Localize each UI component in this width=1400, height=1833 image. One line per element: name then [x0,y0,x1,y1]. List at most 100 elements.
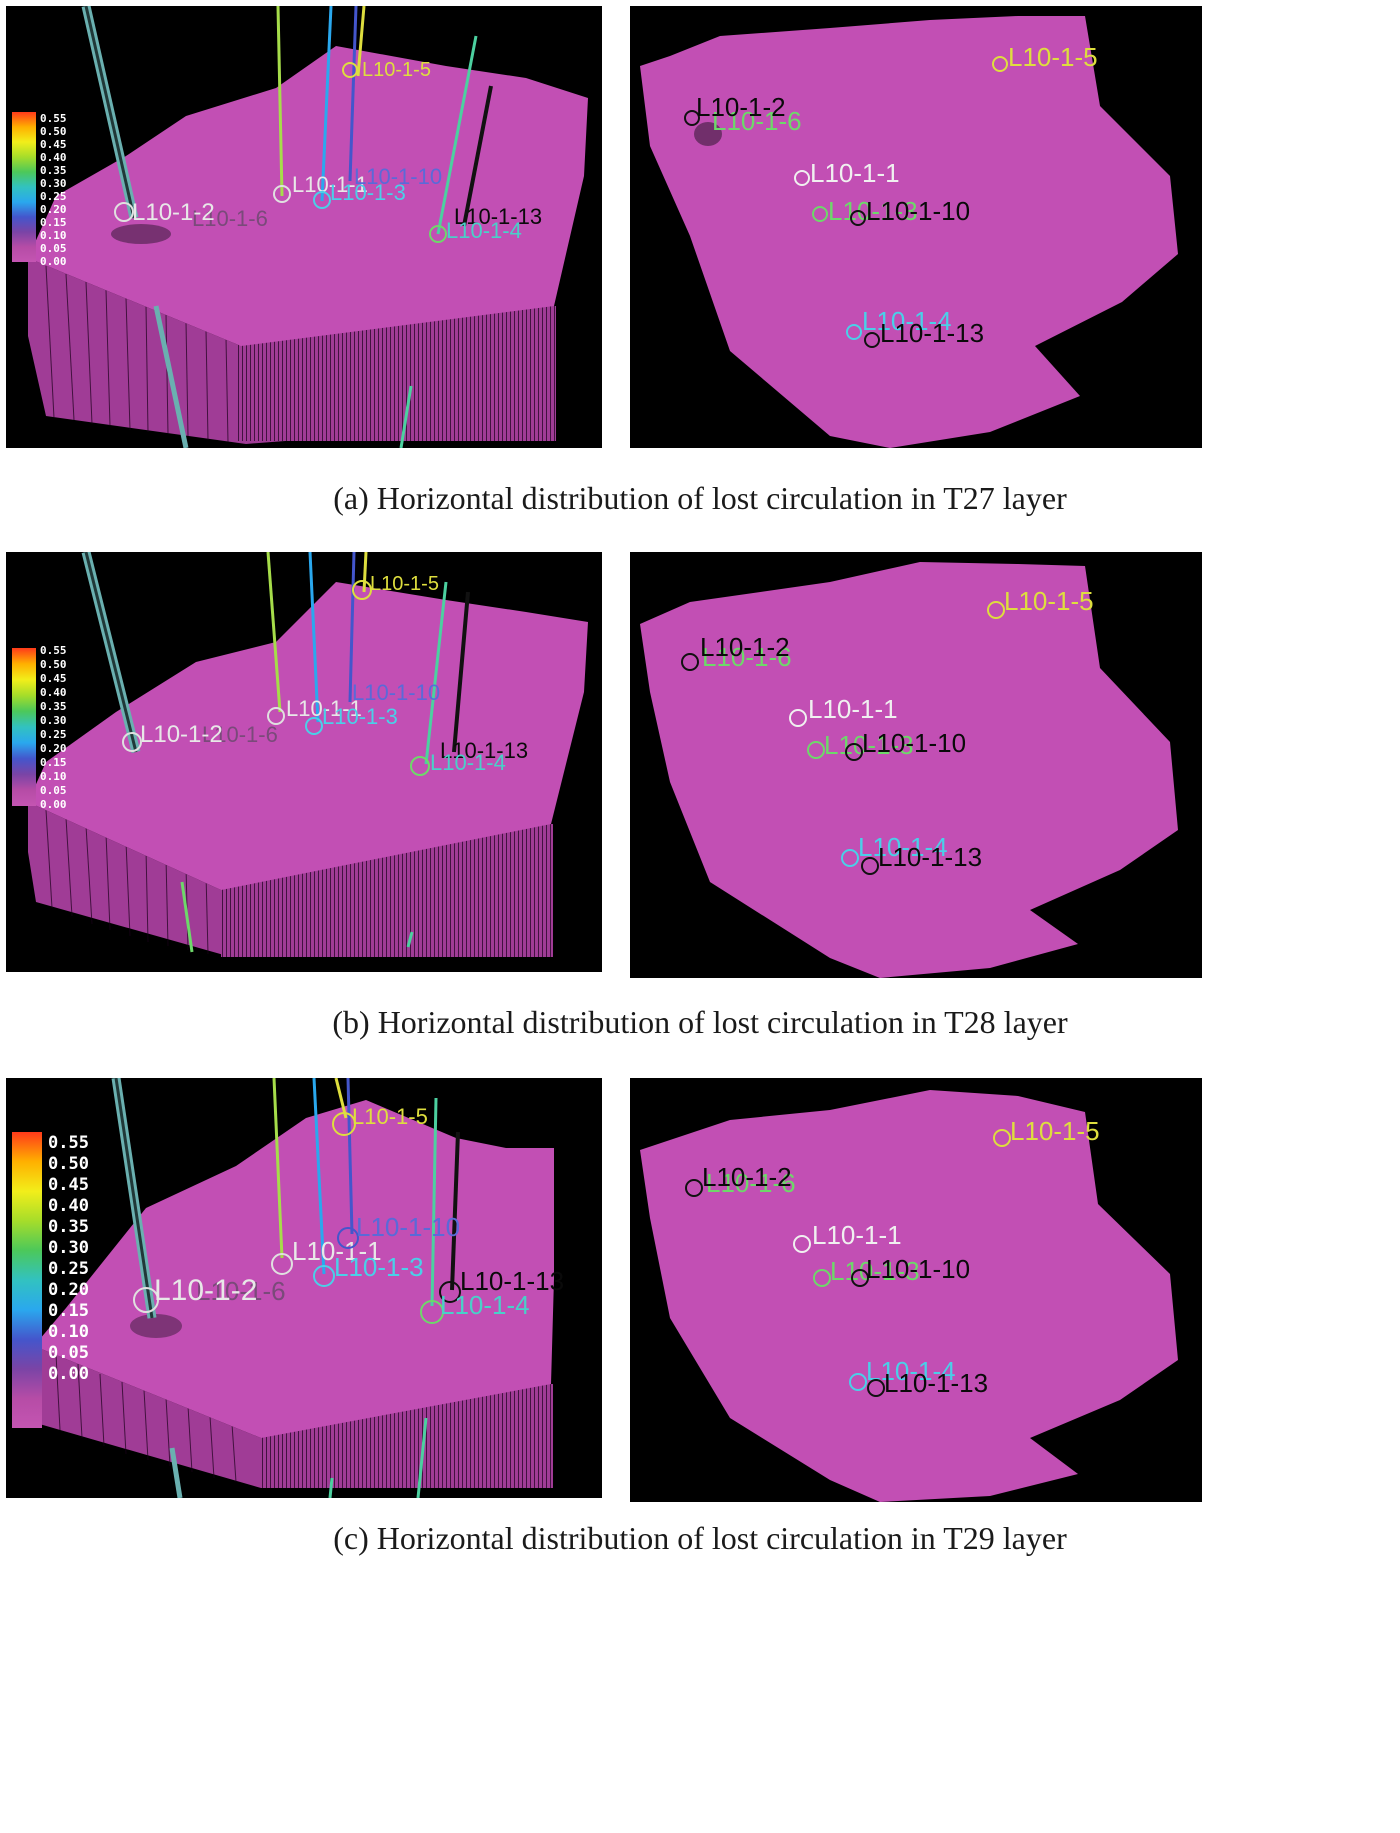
well-marker-icon [273,185,291,203]
well-marker-icon [271,1253,293,1275]
well-marker-icon [305,717,323,735]
well-label-l10-1-2: L10-1-2 [700,632,790,662]
well-marker-icon [267,707,285,725]
well-trajectory [180,881,194,953]
legend-tick: 0.05 [48,1343,89,1363]
well-label-l10-1-6: L10-1-6 [202,722,278,747]
well-marker-icon [845,743,863,761]
color-scale-ticks: 0.55 0.50 0.45 0.40 0.35 0.30 0.25 0.20 … [40,644,67,811]
well-trajectory [84,6,136,219]
legend-tick: 0.20 [40,203,67,216]
well-label-l10-1-10: L10-1-10 [866,196,970,226]
well-marker-icon [439,1281,461,1303]
well-marker-icon [850,210,866,226]
well-label-l10-1-6: L10-1-6 [712,106,802,136]
reservoir-top-surface [28,582,588,890]
color-scale-bar [12,1132,42,1428]
color-scale-ticks: 0.55 0.50 0.45 0.40 0.35 0.30 0.25 0.20 … [48,1133,89,1384]
well-trajectory [334,1078,348,1119]
legend-tick: 0.20 [48,1280,89,1300]
loss-hotspot [111,224,171,244]
well-trajectory [362,552,368,593]
loss-hotspot [130,1314,182,1338]
well-marker-icon [846,324,862,340]
legend-tick: 0.10 [48,1322,89,1342]
well-label-l10-1-4: L10-1-4 [862,306,952,336]
panel-b-plan-view: L10-1-5 L10-1-6 L10-1-2 L10-1-1 L10-1-3 … [630,552,1202,978]
well-label-l10-1-10: L10-1-10 [356,1212,460,1242]
legend-tick: 0.45 [48,1175,89,1195]
well-marker-icon [332,1112,356,1136]
legend-tick: 0.50 [40,658,67,671]
well-label-l10-1-2: L10-1-2 [132,199,215,226]
well-label-l10-1-4: L10-1-4 [430,750,506,775]
well-trajectory [399,385,413,448]
well-trajectory [346,1078,354,1235]
well-label-l10-1-10: L10-1-10 [862,728,966,758]
legend-tick: 0.25 [40,728,67,741]
well-label-l10-1-13: L10-1-13 [880,318,984,348]
well-trajectory [84,552,138,753]
well-marker-icon [793,1235,811,1253]
well-label-l10-1-2: L10-1-2 [154,1274,257,1307]
legend-tick: 0.00 [40,255,67,268]
legend-tick: 0.30 [40,177,67,190]
well-trajectory [424,581,448,765]
well-trajectory [320,6,333,202]
well-trajectory [114,1078,154,1319]
well-label-l10-1-4: L10-1-4 [446,218,522,243]
well-marker-icon [987,601,1005,619]
well-marker-icon [313,1265,335,1287]
reservoir-plan-outline [640,1090,1178,1502]
well-marker-icon [122,732,142,752]
well-label-l10-1-13: L10-1-13 [454,204,542,229]
well-trajectory [406,931,414,948]
well-label-l10-1-5: L10-1-5 [1010,1116,1100,1146]
color-scale-ticks: 0.55 0.50 0.45 0.40 0.35 0.30 0.25 0.20 … [40,112,67,268]
legend-tick: 0.55 [40,112,67,125]
well-marker-icon [410,756,430,776]
reservoir-plan-outline [640,562,1178,978]
legend-tick: 0.00 [40,798,67,811]
legend-tick: 0.30 [40,714,67,727]
legend-tick: 0.40 [40,151,67,164]
loss-hotspot [694,122,722,146]
well-marker-icon [429,225,447,243]
well-marker-icon [684,110,700,126]
well-label-l10-1-2: L10-1-2 [696,92,786,122]
well-label-l10-1-13: L10-1-13 [878,842,982,872]
well-trajectory [169,1447,183,1498]
well-label-l10-1-2: L10-1-2 [702,1162,792,1192]
well-trajectory [450,1131,460,1291]
legend-tick: 0.05 [40,784,67,797]
well-trajectory [452,591,470,753]
well-trajectory [266,552,282,713]
well-label-l10-1-10: L10-1-10 [866,1254,970,1284]
well-label-l10-1-3: L10-1-3 [830,1256,920,1286]
reservoir-plan-outline [640,16,1178,448]
panel-c-3d-view: 0.55 0.50 0.45 0.40 0.35 0.30 0.25 0.20 … [6,1078,602,1498]
legend-tick: 0.40 [40,686,67,699]
well-label-l10-1-5: L10-1-5 [352,1104,428,1129]
well-trajectory [272,1078,284,1259]
well-label-l10-1-13: L10-1-13 [440,738,528,763]
legend-tick: 0.15 [48,1301,89,1321]
caption-a: (a) Horizontal distribution of lost circ… [333,480,1067,516]
legend-tick: 0.25 [48,1259,89,1279]
well-label-l10-1-4: L10-1-4 [858,832,948,862]
well-trajectory [308,552,320,723]
well-marker-icon [342,62,358,78]
well-trajectory [276,6,284,197]
well-label-l10-1-3: L10-1-3 [322,704,398,729]
well-label-l10-1-13: L10-1-13 [884,1368,988,1398]
well-label-l10-1-3: L10-1-3 [828,196,918,226]
legend-tick: 0.30 [48,1238,89,1258]
well-label-l10-1-2: L10-1-2 [140,721,223,748]
well-label-l10-1-1: L10-1-1 [292,172,368,197]
well-marker-icon [352,580,372,600]
well-trajectory [328,1477,334,1498]
legend-tick: 0.55 [40,644,67,657]
well-marker-icon [337,1227,359,1249]
well-label-l10-1-3: L10-1-3 [824,730,914,760]
well-marker-icon [864,332,880,348]
